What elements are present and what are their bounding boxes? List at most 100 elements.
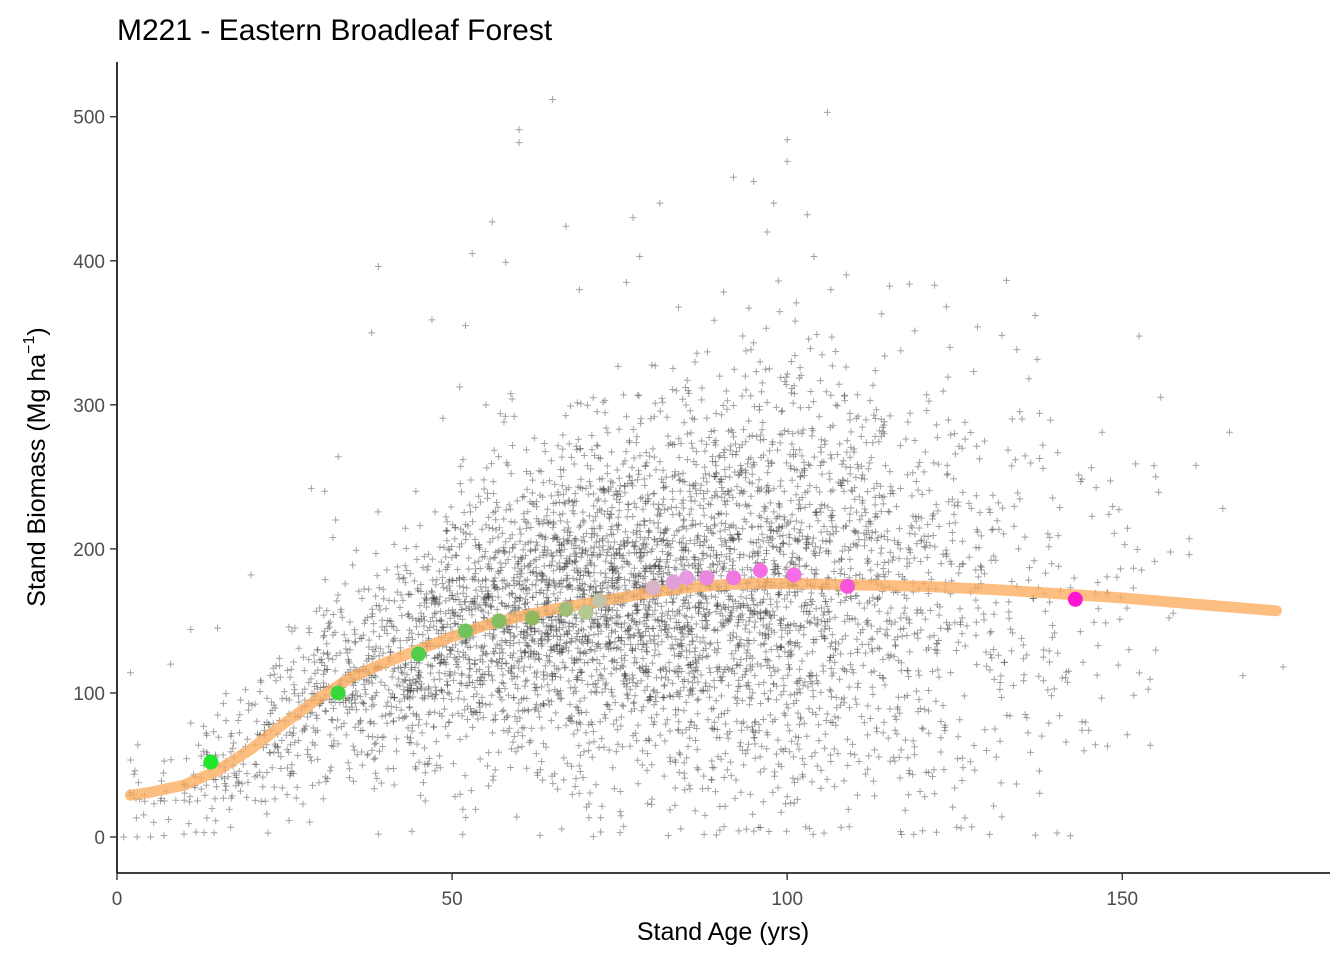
scatter-point — [904, 667, 912, 675]
scatter-point — [543, 652, 550, 659]
scatter-point — [662, 563, 670, 571]
scatter-point — [1129, 584, 1137, 592]
scatter-point — [636, 664, 644, 672]
scatter-point — [721, 666, 729, 673]
scatter-point — [432, 738, 440, 746]
scatter-point — [927, 607, 934, 614]
scatter-point — [739, 332, 747, 340]
scatter-point — [873, 728, 881, 735]
scatter-point — [655, 650, 663, 658]
scatter-point — [884, 734, 892, 742]
scatter-point — [666, 727, 674, 735]
scatter-point — [607, 559, 615, 567]
scatter-point — [291, 624, 299, 632]
scatter-point — [644, 696, 652, 704]
scatter-point — [290, 658, 297, 666]
scatter-point — [763, 728, 771, 736]
scatter-point — [808, 566, 816, 573]
scatter-point — [1008, 462, 1016, 470]
scatter-point — [776, 439, 784, 447]
scatter-point — [489, 729, 496, 737]
scatter-point — [511, 733, 518, 740]
scatter-point — [554, 613, 562, 621]
scatter-point — [729, 536, 737, 544]
scatter-point — [832, 348, 840, 355]
scatter-point — [791, 525, 798, 533]
scatter-point — [591, 577, 599, 585]
scatter-point — [1005, 598, 1013, 606]
scatter-point — [573, 633, 581, 641]
scatter-point — [558, 694, 565, 702]
scatter-point — [513, 497, 521, 505]
scatter-point — [693, 696, 701, 704]
scatter-point — [812, 711, 820, 718]
scatter-point — [641, 521, 648, 529]
scatter-point — [943, 303, 950, 311]
scatter-point — [548, 626, 555, 634]
scatter-point — [466, 665, 474, 673]
scatter-point — [326, 731, 334, 739]
scatter-point — [440, 695, 447, 702]
scatter-point — [582, 709, 590, 716]
scatter-point — [421, 616, 428, 624]
scatter-point — [257, 676, 265, 684]
scatter-point — [527, 625, 535, 632]
scatter-point — [867, 454, 875, 462]
scatter-point — [420, 622, 428, 630]
scatter-point — [861, 505, 869, 513]
scatter-point — [357, 716, 365, 724]
scatter-point — [769, 542, 777, 550]
scatter-point — [679, 469, 687, 477]
scatter-point — [540, 700, 547, 708]
scatter-point — [658, 617, 666, 625]
scatter-point — [546, 653, 553, 660]
scatter-point — [526, 739, 533, 746]
scatter-point — [847, 650, 855, 658]
scatter-point — [660, 772, 668, 780]
scatter-point — [891, 726, 899, 734]
scatter-point — [400, 574, 408, 582]
scatter-point — [640, 475, 648, 483]
scatter-point — [726, 611, 734, 619]
scatter-point — [835, 380, 843, 388]
scatter-point — [716, 803, 724, 810]
scatter-point — [782, 603, 790, 611]
scatter-point — [555, 665, 563, 673]
scatter-point — [595, 621, 603, 629]
scatter-point — [550, 520, 558, 528]
scatter-point — [887, 483, 895, 490]
scatter-point — [376, 633, 383, 640]
scatter-point — [864, 731, 871, 739]
scatter-point — [675, 526, 683, 534]
scatter-point — [382, 711, 389, 719]
scatter-point — [937, 560, 945, 567]
scatter-point — [898, 632, 906, 640]
scatter-point — [788, 440, 796, 448]
scatter-point — [896, 774, 904, 782]
scatter-point — [817, 766, 825, 774]
scatter-point — [584, 681, 592, 688]
scatter-point — [437, 558, 445, 566]
scatter-point — [932, 421, 940, 429]
scatter-point — [852, 592, 860, 600]
scatter-point — [629, 513, 637, 520]
scatter-point — [546, 477, 554, 485]
scatter-point — [618, 563, 626, 571]
scatter-point — [547, 643, 555, 650]
scatter-point — [826, 531, 834, 539]
scatter-point — [764, 731, 772, 739]
scatter-point — [524, 706, 532, 714]
scatter-point — [529, 476, 536, 484]
scatter-point — [228, 792, 236, 800]
scatter-point — [846, 470, 854, 478]
scatter-point — [705, 471, 713, 479]
scatter-point — [777, 616, 785, 624]
scatter-point — [498, 645, 506, 653]
scatter-point — [533, 515, 541, 523]
scatter-point — [545, 598, 552, 606]
scatter-point — [587, 688, 595, 696]
scatter-point — [594, 442, 602, 450]
scatter-point — [747, 538, 755, 546]
scatter-point — [755, 681, 763, 688]
scatter-point — [553, 548, 561, 556]
